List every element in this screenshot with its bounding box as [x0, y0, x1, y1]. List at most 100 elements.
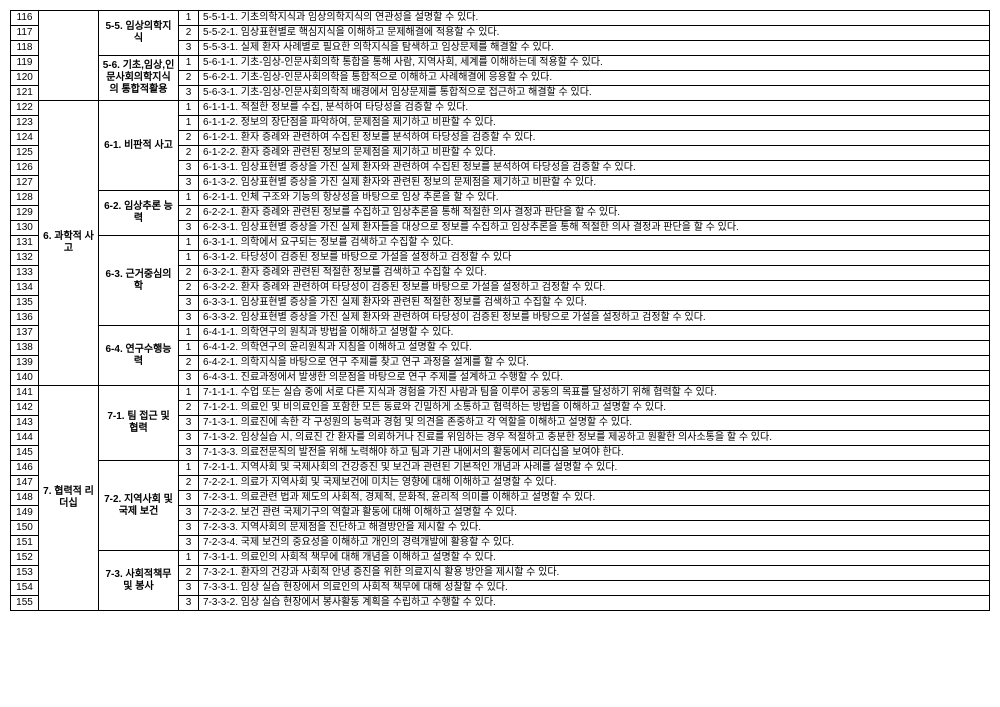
description: 6-1-3-1. 임상표현별 증상을 가진 실제 환자와 관련하여 수집된 정보…: [199, 161, 990, 176]
row-number: 123: [11, 116, 39, 131]
row-number: 151: [11, 536, 39, 551]
description: 7-2-3-3. 지역사회의 문제점을 진단하고 해결방안을 제시할 수 있다.: [199, 521, 990, 536]
level-number: 3: [179, 416, 199, 431]
level-number: 2: [179, 206, 199, 221]
row-number: 138: [11, 341, 39, 356]
row-number: 127: [11, 176, 39, 191]
row-number: 140: [11, 371, 39, 386]
level-number: 3: [179, 446, 199, 461]
description: 7-1-1-1. 수업 또는 실습 중에 서로 다른 지식과 경험을 가진 사람…: [199, 386, 990, 401]
row-number: 139: [11, 356, 39, 371]
row-number: 145: [11, 446, 39, 461]
description: 7-3-2-1. 환자의 건강과 사회적 안녕 증진을 위한 의료지식 활용 방…: [199, 566, 990, 581]
level-number: 3: [179, 506, 199, 521]
table-row: 1286-2. 임상추론 능력16-2-1-1. 인체 구조와 기능의 항상성을…: [11, 191, 990, 206]
row-number: 153: [11, 566, 39, 581]
row-number: 131: [11, 236, 39, 251]
row-number: 117: [11, 26, 39, 41]
description: 6-3-3-1. 임상표현별 증상을 가진 실제 환자와 관련된 적절한 정보를…: [199, 296, 990, 311]
category-minor: 5-6. 기초,임상,인문사회의학지식의 통합적활용: [99, 56, 179, 101]
level-number: 3: [179, 86, 199, 101]
row-number: 133: [11, 266, 39, 281]
row-number: 149: [11, 506, 39, 521]
level-number: 2: [179, 356, 199, 371]
row-number: 150: [11, 521, 39, 536]
category-minor: 6-1. 비판적 사고: [99, 101, 179, 191]
table-row: 1417. 협력적 리더십7-1. 팀 접근 및 협력17-1-1-1. 수업 …: [11, 386, 990, 401]
category-minor: 6-3. 근거중심의학: [99, 236, 179, 326]
row-number: 144: [11, 431, 39, 446]
level-number: 1: [179, 116, 199, 131]
level-number: 3: [179, 491, 199, 506]
level-number: 2: [179, 131, 199, 146]
description: 5-6-1-1. 기초-임상-인문사회의학 통합을 통해 사람, 지역사회, 세…: [199, 56, 990, 71]
row-number: 130: [11, 221, 39, 236]
description: 7-1-3-1. 의료진에 속한 각 구성원의 능력과 경험 및 의견을 존중하…: [199, 416, 990, 431]
level-number: 3: [179, 581, 199, 596]
level-number: 2: [179, 566, 199, 581]
category-minor: 7-1. 팀 접근 및 협력: [99, 386, 179, 461]
level-number: 2: [179, 476, 199, 491]
row-number: 132: [11, 251, 39, 266]
description: 5-6-2-1. 기초-임상-인문사회의학을 통합적으로 이해하고 사례해결에 …: [199, 71, 990, 86]
description: 6-4-2-1. 의학지식을 바탕으로 연구 주제를 찾고 연구 과정을 설계를…: [199, 356, 990, 371]
description: 6-1-2-2. 환자 증례와 관련된 정보의 문제점을 제기하고 비판할 수 …: [199, 146, 990, 161]
row-number: 134: [11, 281, 39, 296]
row-number: 119: [11, 56, 39, 71]
category-minor: 6-4. 연구수행능력: [99, 326, 179, 386]
level-number: 2: [179, 71, 199, 86]
description: 7-3-3-1. 임상 실습 현장에서 의료인의 사회적 책무에 대해 성찰할 …: [199, 581, 990, 596]
category-minor: 6-2. 임상추론 능력: [99, 191, 179, 236]
row-number: 120: [11, 71, 39, 86]
description: 6-4-3-1. 진료과정에서 발생한 의문점을 바탕으로 연구 주제를 설계하…: [199, 371, 990, 386]
level-number: 2: [179, 146, 199, 161]
row-number: 155: [11, 596, 39, 611]
category-minor: 7-3. 사회적책무 및 봉사: [99, 551, 179, 611]
level-number: 1: [179, 191, 199, 206]
description: 5-5-2-1. 임상표현별로 핵심지식을 이해하고 문제해결에 적용할 수 있…: [199, 26, 990, 41]
level-number: 3: [179, 431, 199, 446]
category-major: 7. 협력적 리더십: [39, 386, 99, 611]
row-number: 136: [11, 311, 39, 326]
description: 6-3-2-2. 환자 증례와 관련하여 타당성이 검증된 정보를 바탕으로 가…: [199, 281, 990, 296]
description: 5-6-3-1. 기초-임상-인문사회의학적 배경에서 임상문제를 통합적으로 …: [199, 86, 990, 101]
row-number: 146: [11, 461, 39, 476]
category-minor: 7-2. 지역사회 및 국제 보건: [99, 461, 179, 551]
level-number: 1: [179, 236, 199, 251]
description: 6-1-1-1. 적절한 정보를 수집, 분석하여 타당성을 검증할 수 있다.: [199, 101, 990, 116]
row-number: 143: [11, 416, 39, 431]
curriculum-table: 1165-5. 임상의학지식15-5-1-1. 기초의학지식과 임상의학지식의 …: [10, 10, 990, 611]
description: 6-3-2-1. 환자 증례와 관련된 적절한 정보를 검색하고 수집할 수 있…: [199, 266, 990, 281]
description: 7-1-3-3. 의료전문직의 발전을 위해 노력해야 하고 팀과 기관 내에서…: [199, 446, 990, 461]
level-number: 3: [179, 536, 199, 551]
level-number: 1: [179, 341, 199, 356]
row-number: 116: [11, 11, 39, 26]
category-major: 6. 과학적 사고: [39, 101, 99, 386]
level-number: 3: [179, 176, 199, 191]
category-major: [39, 11, 99, 101]
description: 6-2-3-1. 임상표현별 증상을 가진 실제 환자들을 대상으로 정보를 수…: [199, 221, 990, 236]
table-row: 1467-2. 지역사회 및 국제 보건17-2-1-1. 지역사회 및 국제사…: [11, 461, 990, 476]
description: 7-2-3-4. 국제 보건의 중요성을 이해하고 개인의 경력개발에 활용할 …: [199, 536, 990, 551]
description: 6-1-2-1. 환자 증례와 관련하여 수집된 정보를 분석하여 타당성을 검…: [199, 131, 990, 146]
level-number: 1: [179, 101, 199, 116]
level-number: 2: [179, 266, 199, 281]
description: 7-2-1-1. 지역사회 및 국제사회의 건강증진 및 보건과 관련된 기본적…: [199, 461, 990, 476]
description: 6-4-1-1. 의학연구의 원칙과 방법을 이해하고 설명할 수 있다.: [199, 326, 990, 341]
row-number: 147: [11, 476, 39, 491]
level-number: 3: [179, 221, 199, 236]
level-number: 2: [179, 26, 199, 41]
row-number: 142: [11, 401, 39, 416]
description: 7-2-3-1. 의료관련 법과 제도의 사회적, 경제적, 문화적, 윤리적 …: [199, 491, 990, 506]
level-number: 3: [179, 311, 199, 326]
row-number: 148: [11, 491, 39, 506]
level-number: 3: [179, 161, 199, 176]
level-number: 3: [179, 596, 199, 611]
description: 7-1-2-1. 의료인 및 비의료인을 포함한 모든 동료와 긴밀하게 소통하…: [199, 401, 990, 416]
level-number: 3: [179, 521, 199, 536]
table-row: 1376-4. 연구수행능력16-4-1-1. 의학연구의 원칙과 방법을 이해…: [11, 326, 990, 341]
level-number: 1: [179, 251, 199, 266]
row-number: 128: [11, 191, 39, 206]
description: 5-5-3-1. 실제 환자 사례별로 필요한 의학지식을 탐색하고 임상문제를…: [199, 41, 990, 56]
table-row: 1195-6. 기초,임상,인문사회의학지식의 통합적활용15-6-1-1. 기…: [11, 56, 990, 71]
